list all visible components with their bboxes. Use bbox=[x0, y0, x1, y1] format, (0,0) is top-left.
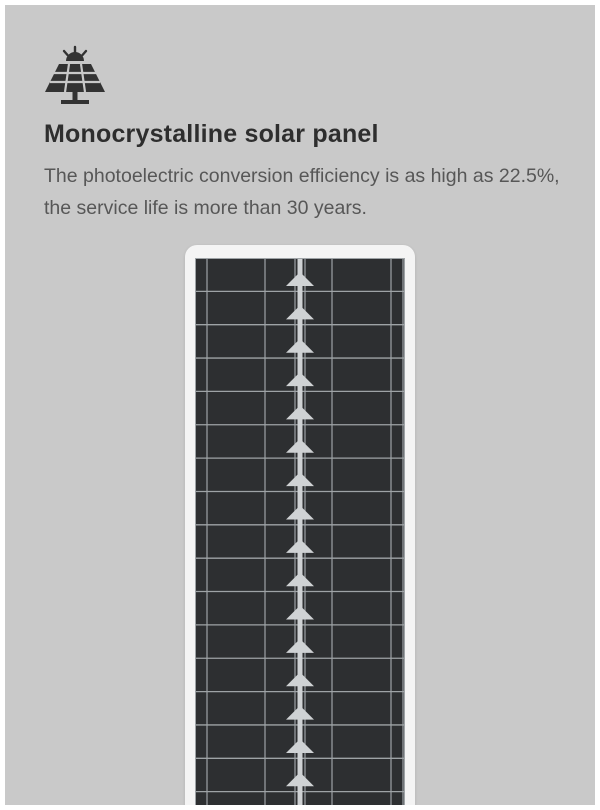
cell-notch bbox=[302, 274, 314, 287]
cell-notch bbox=[286, 307, 298, 320]
cell-notch bbox=[302, 540, 314, 553]
cell-notch bbox=[302, 740, 314, 753]
cell-notch bbox=[302, 374, 314, 387]
cell-notch bbox=[286, 707, 298, 720]
cell-notch bbox=[286, 574, 298, 587]
cell-notch bbox=[302, 307, 314, 320]
cell-notch bbox=[286, 440, 298, 453]
cell-notch bbox=[286, 474, 298, 487]
feature-description: The photoelectric conversion efficiency … bbox=[44, 165, 560, 219]
feature-card: Monocrystalline solar panel The photoele… bbox=[5, 5, 595, 805]
cell-notch bbox=[302, 507, 314, 520]
busbar bbox=[297, 258, 303, 805]
cell-notch bbox=[302, 574, 314, 587]
solar-panel-icon bbox=[45, 45, 111, 107]
cell-notch bbox=[302, 707, 314, 720]
cell-notch bbox=[302, 674, 314, 687]
cell-border bbox=[195, 258, 405, 805]
cell-notch bbox=[286, 774, 298, 787]
cell-notch bbox=[286, 740, 298, 753]
cell-notch bbox=[286, 507, 298, 520]
cell-notch bbox=[302, 440, 314, 453]
cell-notch bbox=[302, 640, 314, 653]
cell-notch bbox=[286, 607, 298, 620]
solar-panel-cells bbox=[195, 258, 405, 805]
cell-notch bbox=[302, 474, 314, 487]
solar-panel-image bbox=[185, 245, 415, 805]
cell-notch bbox=[286, 274, 298, 287]
cell-notch bbox=[286, 374, 298, 387]
cell-notch bbox=[286, 340, 298, 353]
cell-notch bbox=[286, 640, 298, 653]
cell-notch bbox=[286, 540, 298, 553]
cell-notch bbox=[302, 340, 314, 353]
cell-notch bbox=[302, 407, 314, 420]
cell-notch bbox=[302, 607, 314, 620]
feature-title: Monocrystalline solar panel bbox=[44, 120, 379, 148]
cell-notch bbox=[286, 674, 298, 687]
cell-notch bbox=[302, 774, 314, 787]
cell-notch bbox=[286, 407, 298, 420]
